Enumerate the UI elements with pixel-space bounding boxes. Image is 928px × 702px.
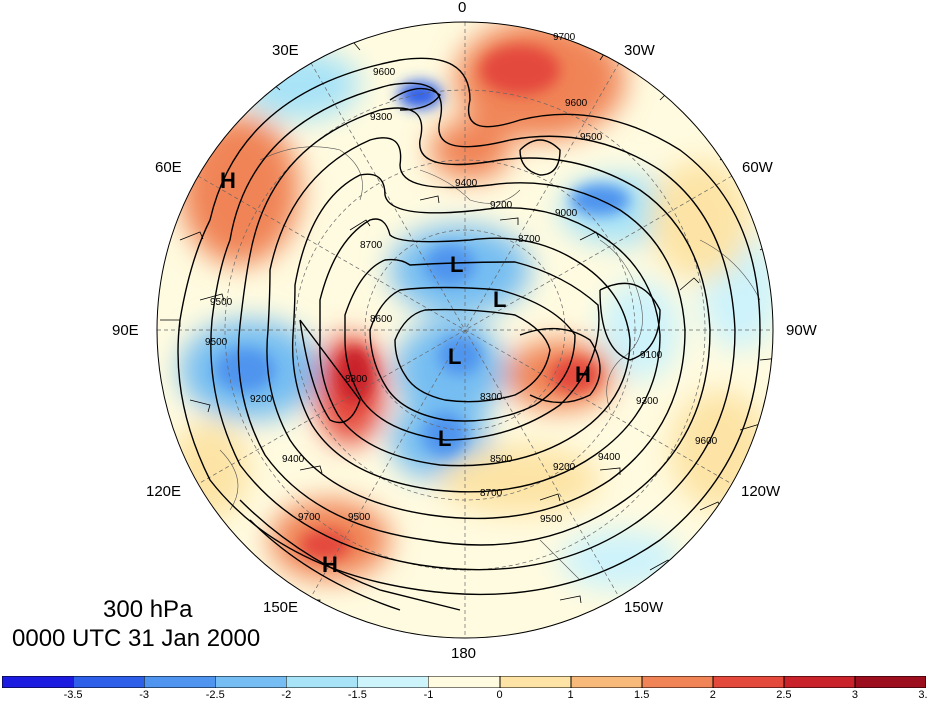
colorbar-tick-label: -3 [139,689,150,701]
colorbar-box [499,676,572,688]
colorbar-tick-label: -2.5 [205,689,225,701]
contour-label: 9200 [490,200,513,211]
pressure-symbols: H H H L L L L [220,168,591,577]
colorbar-box [2,676,74,688]
contour-labels: 9700 9600 9600 9500 9400 9300 9200 9000 … [205,32,718,525]
lon-label-90e: 90E [112,322,139,339]
high-symbol: H [322,552,338,577]
contour-label: 9500 [540,514,563,525]
colorbar-box [854,676,927,688]
lon-label-0: 0 [458,0,467,16]
map-boundary [156,21,774,639]
contour-label: 8300 [480,392,503,403]
colorbar-tick-label: -3.5 [63,689,83,701]
colorbar-box [286,676,358,688]
low-symbol: L [450,252,463,277]
lon-label-120w: 120W [741,483,781,500]
contour-label: 8800 [345,374,368,385]
lon-label-180: 180 [451,645,477,662]
lon-label-30w: 30W [624,42,655,59]
contour-label: 9500 [580,132,603,143]
contour-label: 8700 [360,240,383,251]
valid-time-title: 0000 UTC 31 Jan 2000 [12,625,261,652]
low-symbol: L [448,344,461,369]
colorbar-box [144,676,216,688]
contour-label: 9300 [636,396,659,407]
colorbar-tick-label: 3 [851,689,858,701]
contour-label: 9300 [370,112,393,123]
high-symbol: H [575,362,591,387]
pressure-level-title: 300 hPa [103,596,193,623]
colorbar-tick-label: 0 [496,689,503,701]
colorbar-box [215,676,287,688]
contour-label: 9700 [298,512,321,523]
colorbar-tick-label: 1.5 [634,689,650,701]
lon-label-30e: 30E [272,42,299,59]
contour-label: 9600 [565,98,588,109]
contour-label: 9400 [455,178,478,189]
contour-label: 9200 [250,394,273,405]
contour-label: 9600 [695,436,718,447]
colorbar-box [357,676,429,688]
high-symbol: H [220,168,236,193]
contour-label: 9700 [553,32,576,43]
contour-label: 9200 [553,462,576,473]
colorbar-box [428,676,501,688]
colorbar-tick-label: 1 [567,689,574,701]
low-symbol: L [493,287,506,312]
contour-label: 9400 [282,454,305,465]
colorbar-box [641,676,714,688]
colorbar-tick-label: -1.5 [347,689,367,701]
lon-label-150e: 150E [263,599,299,616]
colorbar-tick-label: 3.5 [918,689,928,701]
colorbar-box [570,676,643,688]
contour-label: 9500 [205,337,228,348]
colorbar-tick-label: -1 [423,689,434,701]
lon-label-120e: 120E [146,483,182,500]
coastlines [219,146,761,581]
colorbar-box [712,676,785,688]
colorbar-box [73,676,145,688]
colorbar-tick-label: 2.5 [776,689,792,701]
contour-label: 9000 [555,208,578,219]
colorbar-tick-label: -2 [281,689,292,701]
contour-label: 9400 [598,452,621,463]
contour-label: 8700 [518,234,541,245]
colorbar-box [783,676,856,688]
contour-label: 8600 [370,314,393,325]
lon-label-60w: 60W [742,159,773,176]
contour-label: 9600 [373,67,396,78]
height-contours [177,57,761,611]
contour-label: 9100 [640,350,663,361]
contour-label: 8700 [480,488,503,499]
colorbar-tick-label: 2 [709,689,716,701]
lon-label-60e: 60E [155,159,182,176]
lon-label-150w: 150W [624,599,664,616]
lon-label-90w: 90W [786,322,817,339]
contour-label: 9500 [210,297,233,308]
contour-label: 9500 [348,512,371,523]
low-symbol: L [438,426,451,451]
contour-label: 8500 [490,454,513,465]
